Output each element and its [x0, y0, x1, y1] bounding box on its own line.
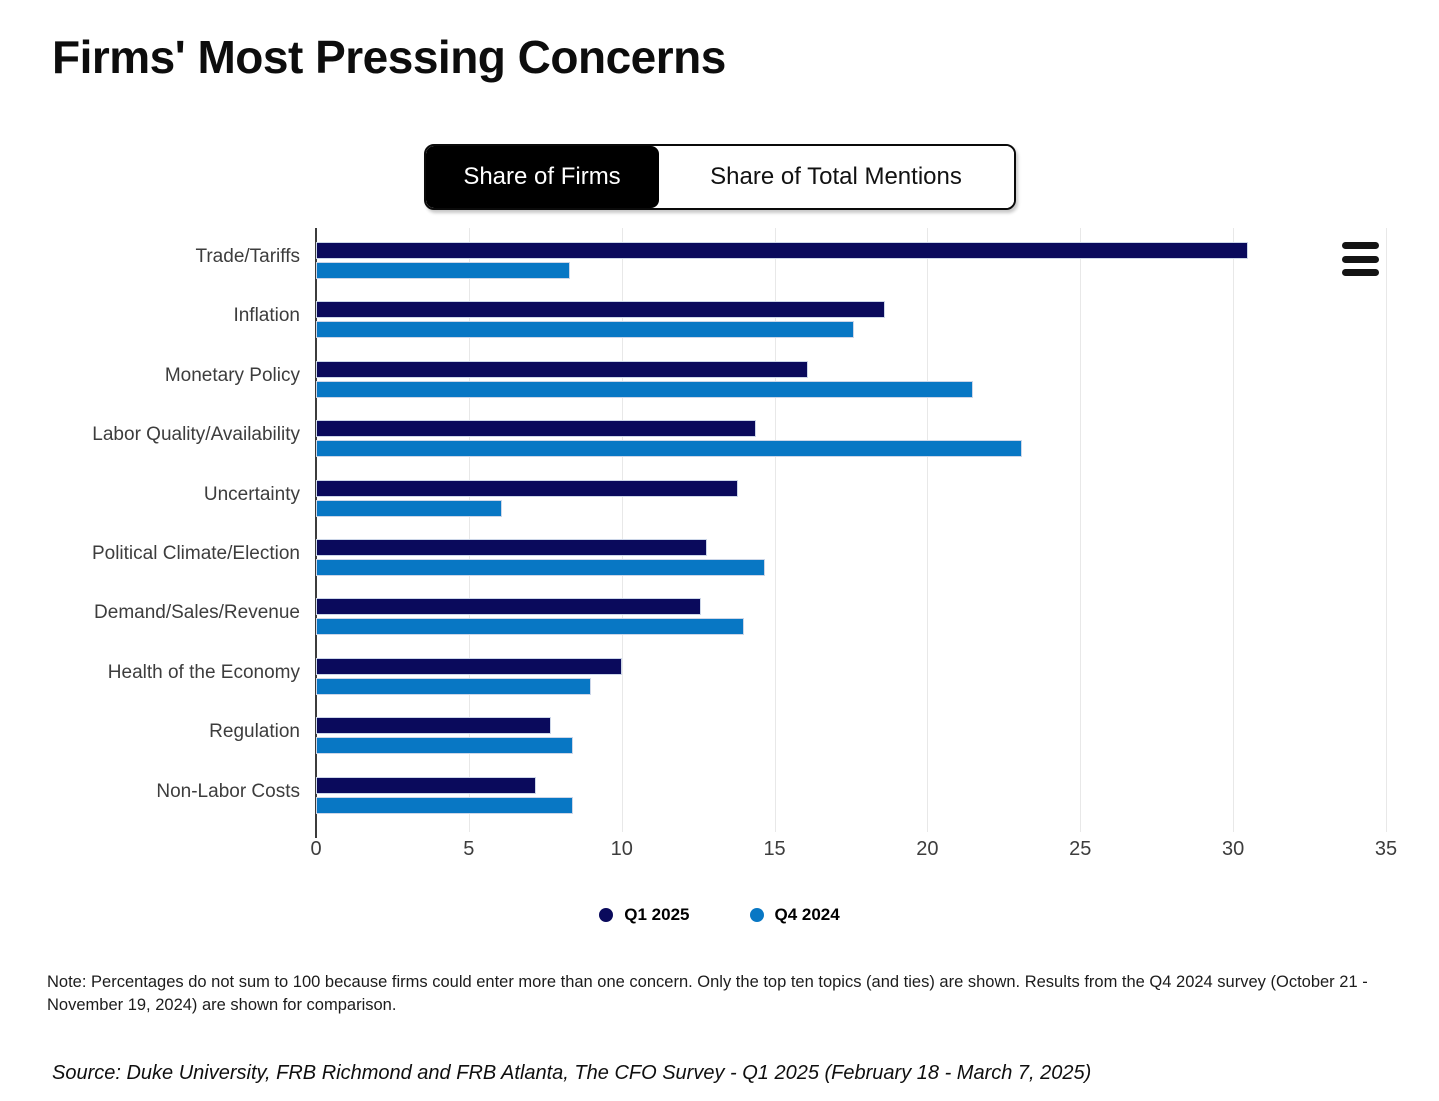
- chart-row: Political Climate/Election: [0, 525, 1405, 584]
- bar-q4-2024-non-labor-costs[interactable]: [316, 796, 573, 814]
- bar-q4-2024-demand-sales-revenue[interactable]: [316, 618, 744, 636]
- plot-cell: [316, 525, 1386, 584]
- bar-q4-2024-regulation[interactable]: [316, 737, 573, 755]
- page-title: Firms' Most Pressing Concerns: [52, 31, 726, 83]
- x-tick-label-10: 10: [610, 838, 633, 860]
- bar-q1-2025-uncertainty[interactable]: [316, 479, 738, 497]
- legend-label: Q4 2024: [774, 905, 840, 924]
- category-label-regulation: Regulation: [209, 721, 300, 743]
- chart-row: Monetary Policy: [0, 347, 1405, 406]
- category-label-monetary-policy: Monetary Policy: [164, 364, 300, 386]
- chart-row: Trade/Tariffs: [0, 228, 1405, 287]
- x-tick-label-20: 20: [916, 838, 939, 860]
- bar-q1-2025-regulation[interactable]: [316, 717, 552, 735]
- chart-row: Demand/Sales/Revenue: [0, 584, 1405, 643]
- chart-row: Regulation: [0, 703, 1405, 762]
- plot-cell: [316, 228, 1386, 287]
- note-text: Note: Percentages do not sum to 100 beca…: [47, 973, 1368, 1015]
- plot-cell: [316, 287, 1386, 346]
- legend-dot-icon: [599, 908, 614, 922]
- plot-cell: [316, 347, 1386, 406]
- legend-label: Q1 2025: [624, 905, 690, 924]
- category-label-inflation: Inflation: [233, 305, 300, 327]
- x-tick-label-25: 25: [1069, 838, 1092, 860]
- category-label-trade-tariffs: Trade/Tariffs: [195, 246, 300, 267]
- legend-item-q4-2024: Q4 2024: [749, 905, 840, 925]
- bar-q1-2025-inflation[interactable]: [316, 301, 885, 319]
- bar-q4-2024-trade-tariffs[interactable]: [316, 262, 570, 279]
- plot-cell: [316, 703, 1386, 762]
- y-axis-line: [315, 228, 317, 838]
- view-toggle: Share of Firms Share of Total Mentions: [423, 144, 1016, 210]
- bar-q1-2025-health-of-the-economy[interactable]: [316, 657, 622, 675]
- plot-cell: [316, 584, 1386, 643]
- bar-q4-2024-uncertainty[interactable]: [316, 499, 503, 517]
- bar-q4-2024-health-of-the-economy[interactable]: [316, 677, 592, 695]
- bar-q4-2024-labor-quality-availability[interactable]: [316, 440, 1023, 458]
- bar-q1-2025-political-climate-election[interactable]: [316, 538, 708, 556]
- category-label-labor-quality-availability: Labor Quality/Availability: [92, 424, 300, 446]
- source-text: Source: Duke University, FRB Richmond an…: [52, 1062, 1092, 1084]
- x-tick-label-5: 5: [463, 838, 475, 860]
- plot-cell: [316, 763, 1386, 822]
- x-tick-label-15: 15: [763, 838, 786, 860]
- category-label-non-labor-costs: Non-Labor Costs: [156, 780, 300, 802]
- category-label-health-of-the-economy: Health of the Economy: [107, 661, 300, 683]
- bar-q4-2024-inflation[interactable]: [316, 321, 855, 339]
- bar-chart: Trade/Tariffs Inflation Monetary Policy Lab…: [0, 228, 1405, 860]
- legend-item-q1-2025: Q1 2025: [599, 905, 690, 925]
- x-tick-label-0: 0: [310, 838, 322, 860]
- bar-q1-2025-labor-quality-availability[interactable]: [316, 420, 757, 438]
- toggle-share-of-firms[interactable]: Share of Firms: [425, 146, 659, 208]
- bar-q1-2025-monetary-policy[interactable]: [316, 360, 809, 378]
- category-label-demand-sales-revenue: Demand/Sales/Revenue: [94, 602, 300, 624]
- plot-cell: [316, 466, 1386, 525]
- x-tick-label-35: 35: [1374, 838, 1398, 860]
- bar-q1-2025-trade-tariffs[interactable]: [316, 242, 1249, 259]
- category-label-political-climate-election: Political Climate/Election: [91, 542, 300, 564]
- chart-row: Labor Quality/Availability: [0, 406, 1405, 465]
- chart-row: Inflation: [0, 287, 1405, 346]
- chart-row: Health of the Economy: [0, 644, 1405, 703]
- hamburger-menu-icon: [1342, 242, 1384, 276]
- x-axis: 0 5 10 15 20 25 30 35: [310, 838, 1397, 866]
- bar-q4-2024-political-climate-election[interactable]: [316, 558, 766, 576]
- chart-context-menu-button[interactable]: [1342, 242, 1384, 276]
- chart-row: Uncertainty: [0, 466, 1405, 525]
- legend-dot-icon: [749, 908, 764, 922]
- plot-cell: [316, 406, 1386, 465]
- bar-q1-2025-demand-sales-revenue[interactable]: [316, 598, 702, 616]
- plot-cell: [316, 644, 1386, 703]
- x-tick-label-30: 30: [1222, 838, 1245, 860]
- toggle-share-of-total-mentions[interactable]: Share of Total Mentions: [658, 146, 1014, 208]
- bar-q1-2025-non-labor-costs[interactable]: [316, 776, 537, 794]
- chart-legend: Q1 2025 Q4 2024: [0, 905, 1439, 925]
- chart-row: Non-Labor Costs: [0, 763, 1405, 822]
- category-label-uncertainty: Uncertainty: [203, 483, 300, 505]
- chart-rows: Trade/Tariffs Inflation Monetary Policy Lab…: [0, 228, 1405, 822]
- bar-q4-2024-monetary-policy[interactable]: [316, 380, 974, 398]
